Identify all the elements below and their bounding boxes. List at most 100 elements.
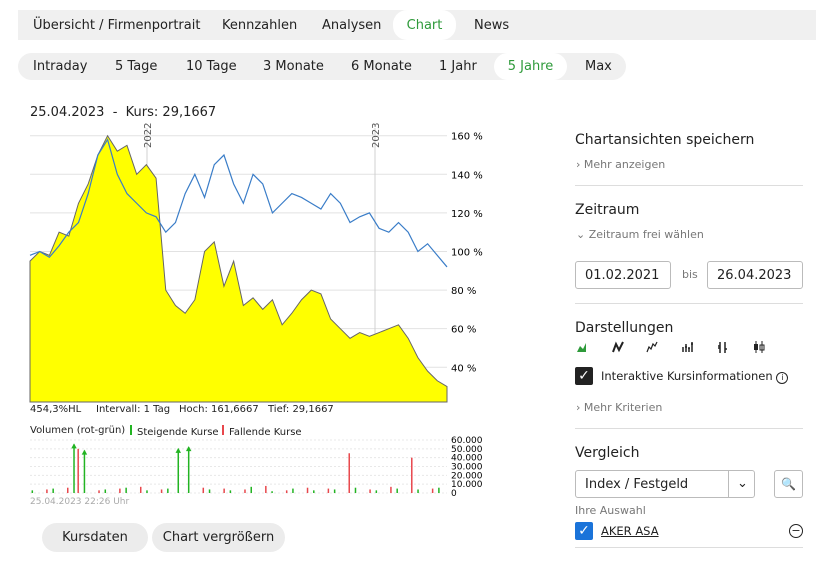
volume-bar (348, 453, 350, 493)
period-tab[interactable]: 6 Monate (351, 59, 412, 74)
button[interactable]: Chart vergrößern (152, 523, 285, 552)
volume-bar (125, 487, 127, 493)
volume-bar (313, 490, 315, 493)
y-tick-label: 10.000 (451, 480, 483, 490)
icon-mountain[interactable] (646, 341, 658, 353)
period-tab[interactable]: 10 Tage (186, 59, 237, 74)
volume-bar (167, 488, 169, 493)
arrow-head (185, 446, 192, 452)
link[interactable]: › Mehr anzeigen (576, 158, 666, 171)
y-tick-label: 60.000 (451, 436, 483, 446)
volume-bar (177, 448, 180, 493)
volume-bar (160, 489, 163, 493)
year-label: 2022 (143, 123, 154, 148)
arrow-head (81, 449, 88, 455)
tab[interactable]: News (474, 17, 510, 33)
volume-bar (354, 487, 357, 493)
y-tick-label: 40.000 (451, 454, 483, 464)
icon-hlc[interactable] (718, 342, 727, 353)
period-bar: Intraday 5 Tage 10 Tage 3 Monate 6 Monate 1 J… (18, 53, 626, 80)
icon-candle[interactable] (754, 344, 758, 350)
volume-bar (438, 487, 440, 493)
tab[interactable]: Übersicht / Firmenportrait (33, 17, 201, 33)
volume-bar (292, 488, 294, 493)
icon-line[interactable] (612, 341, 624, 353)
period-tab[interactable]: 5 Jahre (494, 53, 567, 80)
checkbox-label: Interaktive Kursinformationen i (601, 369, 789, 384)
timestamp: 25.04.2023 22:26 Uhr (30, 497, 130, 507)
tab[interactable]: Kennzahlen (222, 17, 298, 33)
info-icon[interactable]: i (776, 372, 789, 384)
divider (575, 428, 803, 429)
date-input[interactable]: 01.02.2021 (575, 261, 671, 289)
period-tab[interactable]: Max (585, 59, 612, 74)
section-title: Darstellungen (575, 320, 674, 336)
checkbox[interactable]: ✓ (575, 522, 593, 540)
button[interactable]: Kursdaten (42, 523, 148, 552)
period-tab[interactable]: 3 Monate (263, 59, 324, 74)
year-label: 2023 (371, 123, 382, 148)
y-tick-label: 140 % (451, 170, 483, 181)
link-text: Mehr anzeigen (583, 158, 666, 171)
volume-bar (223, 488, 225, 493)
section-title: Vergleich (575, 445, 640, 461)
icon-ohlc[interactable] (682, 342, 693, 352)
date: 25.04.2023 (30, 105, 105, 120)
period-tab[interactable]: 1 Jahr (439, 59, 477, 74)
volume-legend: Volumen (rot-grün) (30, 425, 126, 436)
volume-bar (46, 489, 48, 493)
toggle-text: Zeitraum frei wählen (588, 228, 704, 241)
legend-label: Fallende Kurse (229, 427, 302, 438)
remove-icon[interactable]: − (789, 524, 803, 538)
tab-bar: Übersicht / Firmenportrait Kennzahlen Anal… (18, 10, 816, 40)
label: Ihre Auswahl (575, 504, 646, 517)
volume-bar (73, 444, 75, 493)
volume-bar (83, 450, 86, 493)
icon-area[interactable] (577, 343, 586, 352)
label-text: Interaktive Kursinformationen (601, 369, 773, 383)
volume-bar (250, 486, 252, 493)
checkbox[interactable]: ✓ (575, 367, 593, 385)
period-tab[interactable]: 5 Tage (115, 59, 158, 74)
tab[interactable]: Chart (393, 10, 456, 40)
volume-bar (244, 489, 246, 493)
date-input[interactable]: 26.04.2023 (707, 261, 803, 289)
volume-bar (208, 489, 211, 493)
price: Kurs: 29,1667 (125, 105, 217, 120)
tab[interactable]: Analysen (322, 17, 382, 33)
divider (575, 185, 803, 186)
area (29, 134, 448, 403)
y-tick-label: 0 (451, 489, 457, 499)
volume-bar (411, 457, 413, 493)
line (29, 138, 448, 268)
volume-bar (327, 488, 330, 493)
legend-label: Steigende Kurse (137, 427, 219, 438)
y-tick-label: 20.000 (451, 471, 483, 481)
selection-link[interactable]: AKER ASA (601, 524, 659, 538)
volume-bar (146, 490, 148, 493)
stat: Intervall: 1 Tag (96, 404, 171, 415)
period-tab[interactable]: Intraday (33, 59, 88, 74)
display-icons[interactable] (575, 339, 775, 355)
volume-bar (187, 447, 190, 493)
volume-bar (119, 488, 121, 493)
volume-bar (431, 488, 434, 493)
toggle[interactable]: ⌄ Zeitraum frei wählen (576, 228, 704, 241)
volume-bar (202, 487, 205, 493)
section-title: Zeitraum (575, 202, 640, 218)
volume-bar (139, 486, 142, 493)
select[interactable]: Index / Festgeld ⌄ (575, 470, 755, 498)
volume-bar (77, 448, 79, 493)
link[interactable]: › Mehr Kriterien (576, 401, 663, 414)
volume-bar (390, 486, 392, 493)
legend-swatch (222, 425, 224, 435)
volume-bar (333, 489, 336, 493)
chart-header: 25.04.2023 - Kurs: 29,1667 (30, 105, 216, 120)
search-button[interactable]: 🔍 (774, 470, 803, 498)
stat: 454,3%HL (30, 404, 82, 415)
volume-bar (67, 487, 69, 493)
y-tick-label: 30.000 (451, 463, 483, 473)
stat: Hoch: 161,6667 (179, 404, 259, 415)
volume-bar (52, 488, 54, 493)
y-tick-label: 120 % (451, 209, 483, 220)
